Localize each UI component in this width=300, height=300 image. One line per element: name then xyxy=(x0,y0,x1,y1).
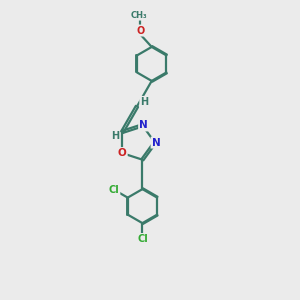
Text: H: H xyxy=(111,131,119,142)
Text: CH₃: CH₃ xyxy=(130,11,147,20)
Text: O: O xyxy=(118,148,127,158)
Text: H: H xyxy=(140,97,148,107)
Text: O: O xyxy=(136,26,145,35)
Text: N: N xyxy=(139,120,148,130)
Text: N: N xyxy=(152,137,160,148)
Text: Cl: Cl xyxy=(137,234,148,244)
Text: Cl: Cl xyxy=(109,185,119,195)
